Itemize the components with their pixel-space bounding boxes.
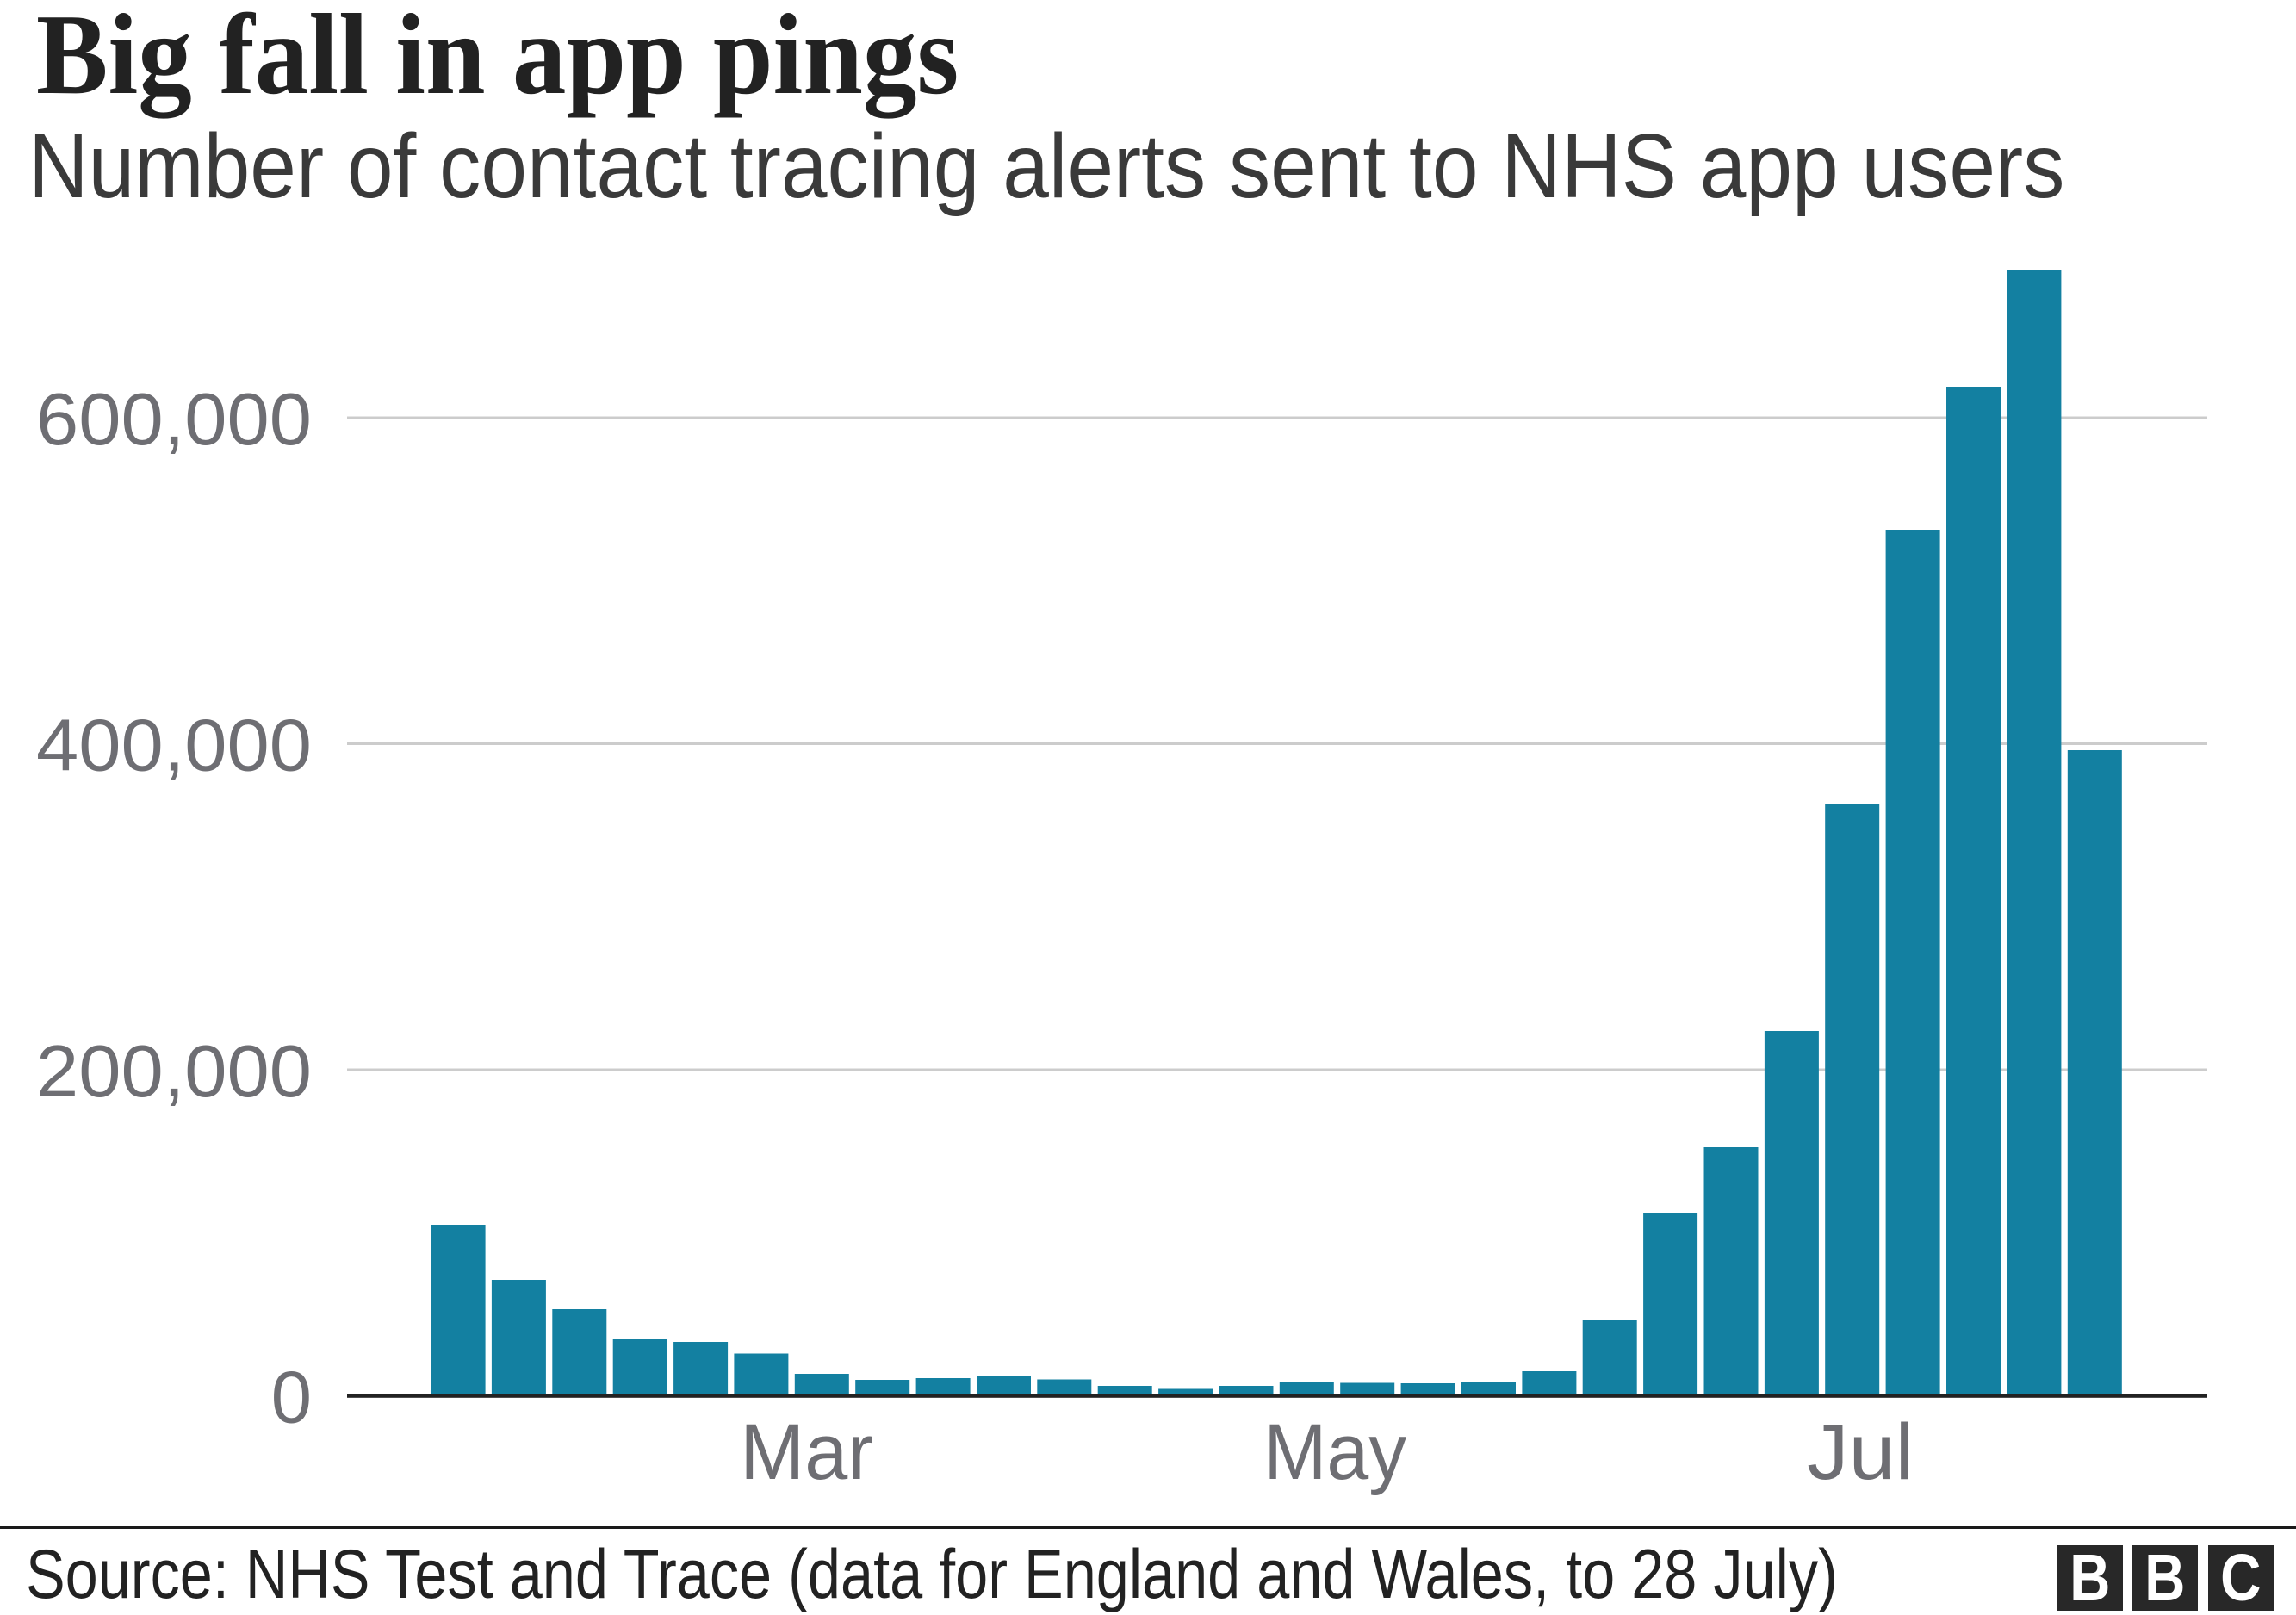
svg-text:0: 0 <box>271 1357 312 1439</box>
svg-text:400,000: 400,000 <box>36 705 312 787</box>
svg-text:Mar: Mar <box>740 1408 873 1496</box>
svg-text:May: May <box>1263 1408 1406 1496</box>
svg-text:600,000: 600,000 <box>36 379 312 461</box>
svg-text:Jul: Jul <box>1807 1408 1914 1496</box>
svg-text:200,000: 200,000 <box>36 1031 312 1113</box>
